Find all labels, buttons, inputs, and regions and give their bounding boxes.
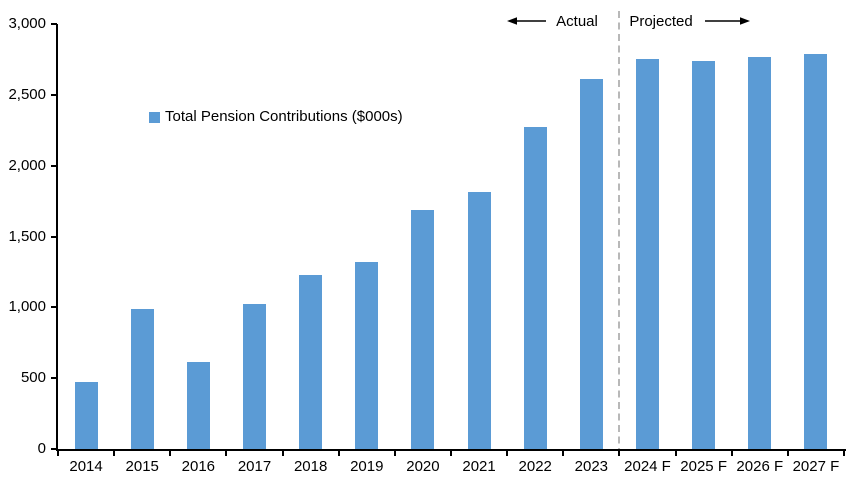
- bar-2024-F: [636, 59, 659, 449]
- y-axis-label: 2,000: [8, 156, 46, 174]
- legend-label: Total Pension Contributions ($000s): [165, 108, 403, 125]
- actual-projected-divider: [618, 11, 621, 451]
- legend: Total Pension Contributions ($000s): [149, 108, 403, 126]
- y-axis-tick: [51, 164, 57, 167]
- y-axis-label: 2,500: [8, 85, 46, 103]
- x-axis-tick: [730, 449, 733, 456]
- y-axis-tick: [51, 93, 57, 96]
- y-axis-tick: [51, 23, 57, 25]
- x-axis-label: 2014: [69, 458, 103, 475]
- y-axis-label: 3,000: [8, 15, 46, 32]
- x-axis-tick: [337, 449, 340, 456]
- x-axis-tick: [113, 449, 116, 456]
- actual-label: Actual: [556, 13, 598, 30]
- projected-label: Projected: [629, 13, 693, 30]
- bar-2016: [186, 361, 210, 449]
- y-axis-label: 0: [37, 440, 46, 457]
- y-axis-line: [56, 24, 58, 451]
- bar-2014: [74, 382, 98, 449]
- x-axis-tick: [506, 449, 509, 456]
- x-axis-tick: [786, 449, 789, 456]
- x-axis-label: 2017: [237, 458, 272, 475]
- x-axis-label: 2015: [125, 458, 159, 475]
- x-axis-label: 2020: [406, 458, 440, 475]
- x-axis-label: 2016: [181, 458, 216, 475]
- x-axis-tick: [843, 449, 845, 456]
- y-axis-label: 1,500: [8, 227, 46, 245]
- x-axis-label: 2019: [350, 458, 384, 475]
- bar-2015: [130, 308, 154, 449]
- bar-2026-F: [748, 57, 772, 449]
- x-axis-label: 2023: [574, 458, 609, 475]
- bar-2025-F: [692, 60, 716, 449]
- x-axis-tick: [225, 449, 228, 456]
- x-axis-tick: [674, 449, 677, 456]
- x-axis-tick: [281, 449, 284, 456]
- x-axis-label: 2021: [462, 458, 496, 475]
- right-arrow-icon: [705, 17, 750, 25]
- bar-2027-F: [804, 53, 828, 449]
- x-axis-tick: [169, 449, 172, 456]
- y-axis-tick: [51, 377, 57, 380]
- x-axis-tick: [450, 449, 452, 456]
- bar-2019: [355, 262, 379, 449]
- y-axis-label: 500: [20, 369, 46, 387]
- x-axis-tick: [57, 449, 59, 456]
- x-axis-label: 2027 F: [792, 458, 840, 475]
- bar-2017: [243, 303, 266, 449]
- y-axis-tick: [51, 306, 57, 309]
- x-axis-tick: [618, 449, 621, 456]
- x-axis-label: 2022: [518, 458, 552, 475]
- x-axis-tick: [562, 449, 565, 456]
- legend-marker-icon: [149, 111, 160, 123]
- y-axis-label: 1,000: [8, 298, 46, 316]
- bar-2021: [467, 191, 491, 449]
- bar-2023: [579, 79, 603, 449]
- x-axis-label: 2026 F: [736, 458, 784, 475]
- bar-2020: [411, 210, 435, 449]
- y-axis-tick: [51, 448, 57, 450]
- x-axis-label: 2025 F: [680, 458, 727, 475]
- x-axis-tick: [393, 449, 396, 456]
- bar-2018: [299, 274, 323, 449]
- bar-2022: [523, 126, 547, 449]
- y-axis-tick: [51, 235, 57, 238]
- left-arrow-icon: [507, 17, 546, 25]
- x-axis-label: 2018: [293, 458, 328, 475]
- x-axis-label: 2024 F: [624, 458, 671, 475]
